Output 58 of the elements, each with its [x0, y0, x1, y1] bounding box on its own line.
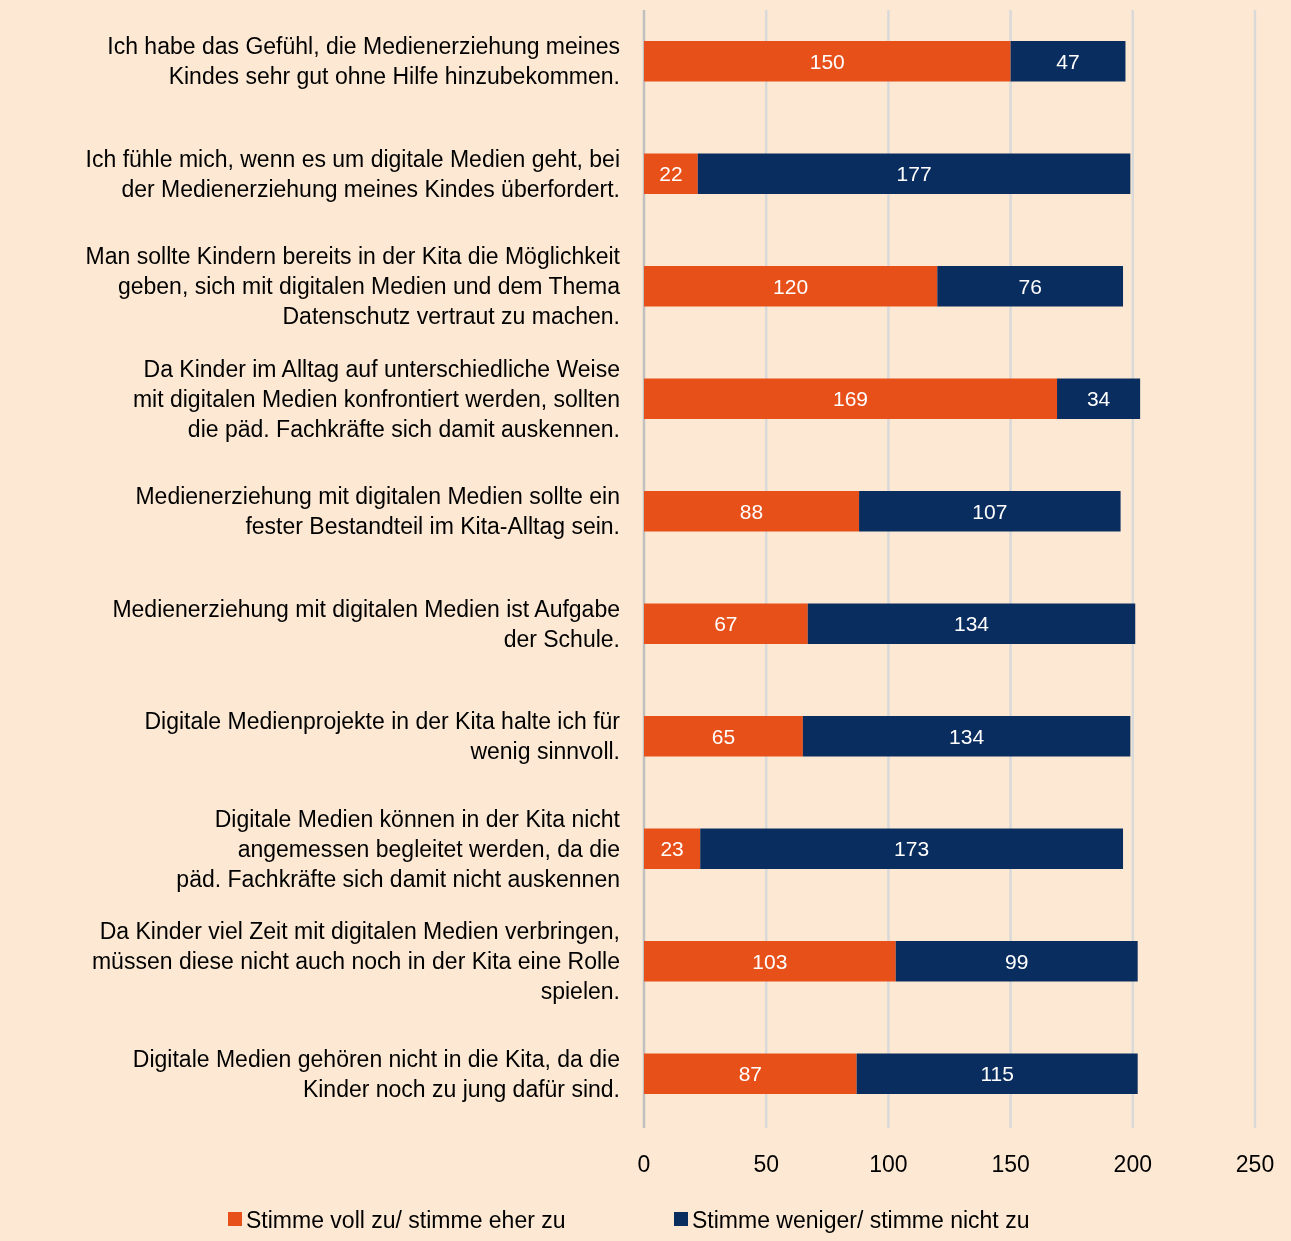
bar — [937, 266, 1124, 307]
x-tick-label: 200 — [1113, 1151, 1152, 1178]
y-tick-label: Da Kinder viel Zeit mit digitalen Medien verbringen, müssen diese nicht auch noch in der Kita eine Rolle spielen. — [91, 918, 620, 1005]
data-label: 87 — [738, 1062, 762, 1086]
data-label: 107 — [972, 499, 1008, 523]
data-label: 99 — [1005, 949, 1029, 973]
bar — [1057, 378, 1141, 419]
data-label: 76 — [1018, 274, 1042, 298]
y-tick-label: Da Kinder im Alltag auf unterschiedliche Weise mit digitalen Medien konfrontiert werden, sollten die päd. Fachkräfte sich damit auskennen. — [132, 355, 620, 442]
x-tick-label: 50 — [753, 1151, 779, 1178]
bar — [1010, 41, 1126, 82]
y-tick-label: Digitale Medienprojekte in der Kita halte ich für wenig sinnvoll. — [144, 708, 621, 765]
data-label: 115 — [980, 1062, 1014, 1086]
bar — [644, 603, 808, 644]
bar — [644, 41, 1011, 82]
data-label: 173 — [894, 837, 930, 861]
data-label: 47 — [1056, 49, 1080, 73]
x-tick-label: 100 — [869, 1151, 908, 1178]
y-tick-label: Ich fühle mich, wenn es um digitale Medien geht, bei der Medienerziehung meines Kindes überfordert. — [85, 145, 620, 202]
bar — [644, 153, 698, 194]
data-label: 134 — [949, 724, 985, 748]
data-label: 34 — [1086, 387, 1111, 411]
data-label: 67 — [714, 612, 738, 636]
x-tick-label: 150 — [991, 1151, 1030, 1178]
bar — [644, 378, 1058, 419]
bar — [859, 491, 1121, 532]
bar — [807, 603, 1136, 644]
y-tick-label: Man sollte Kindern bereits in der Kita die Möglichkeit geben, sich mit digitalen Medien und dem Thema Datenschutz vertraut zu machen. — [85, 243, 621, 330]
x-tick-label: 250 — [1235, 1151, 1275, 1178]
data-label: 177 — [896, 162, 932, 186]
x-tick-label: 0 — [637, 1151, 651, 1178]
y-tick-label: Digitale Medien gehören nicht in die Kita, da die Kinder noch zu jung dafür sind. — [132, 1045, 620, 1102]
data-label: 88 — [739, 499, 764, 523]
data-label: 65 — [711, 724, 736, 748]
bar — [895, 941, 1138, 982]
bar — [644, 491, 860, 532]
y-tick-label: Digitale Medien können in der Kita nicht angemessen begleitet werden, da die päd. Fachkräfte sich damit nicht auskennen — [176, 805, 621, 892]
bar — [644, 828, 701, 869]
bar — [802, 716, 1131, 757]
bar — [644, 1053, 857, 1094]
y-tick-label: Medienerziehung mit digitalen Medien sollte ein fester Bestandteil im Kita-Alltag sein. — [135, 483, 620, 540]
bar — [644, 716, 803, 757]
bar — [856, 1053, 1138, 1094]
data-label: 23 — [660, 837, 684, 861]
data-label: 120 — [773, 274, 809, 298]
data-label: 150 — [809, 49, 845, 73]
data-label: 103 — [752, 949, 788, 973]
legend-label: Stimme voll zu/ stimme eher zu — [246, 1207, 566, 1234]
bar — [644, 941, 896, 982]
bar — [700, 828, 1124, 869]
y-tick-label: Ich habe das Gefühl, die Medienerziehung meines Kindes sehr gut ohne Hilfe hinzubekommen. — [107, 33, 620, 90]
bar — [644, 266, 938, 307]
legend-label: Stimme weniger/ stimme nicht zu — [692, 1207, 1030, 1234]
bar — [697, 153, 1131, 194]
y-tick-label: Medienerziehung mit digitalen Medien ist Aufgabe der Schule. — [112, 595, 620, 652]
data-label: 169 — [832, 387, 869, 411]
data-label: 134 — [953, 612, 990, 636]
data-label: 22 — [659, 162, 683, 186]
